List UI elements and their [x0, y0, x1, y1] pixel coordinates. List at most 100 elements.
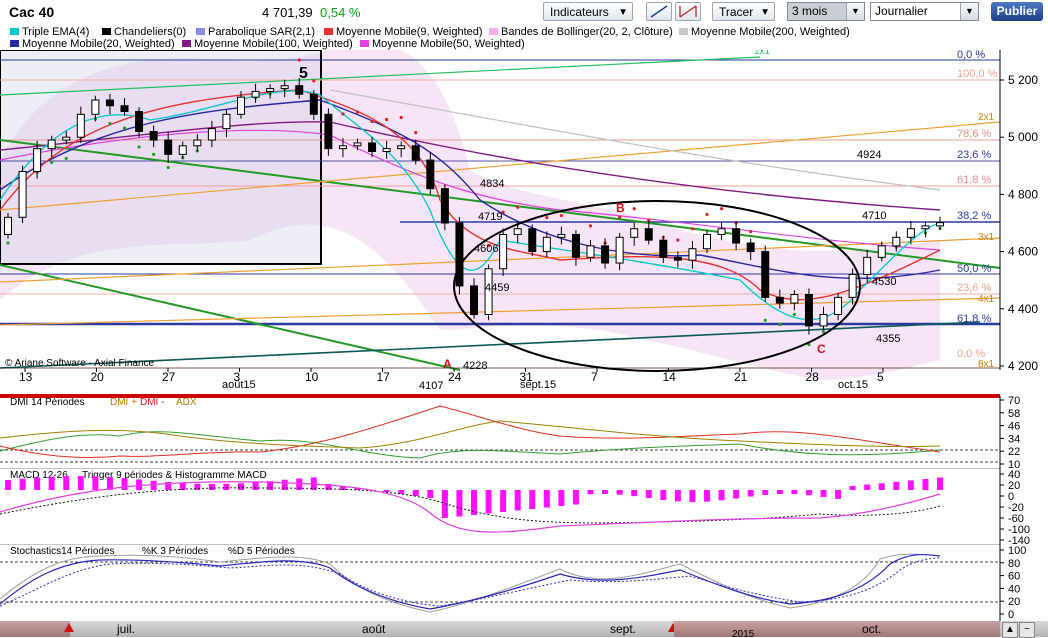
- gann-label: 2x1: [978, 112, 995, 123]
- navigator-year: 2015: [732, 629, 755, 637]
- navigator-month: oct.: [862, 622, 882, 636]
- macd-bar: [805, 490, 812, 496]
- price-label: 4107: [419, 380, 443, 392]
- sar-dot: [122, 126, 127, 130]
- macd-bar: [529, 490, 536, 509]
- macd-bar: [878, 483, 885, 490]
- line-tool-button[interactable]: [646, 2, 672, 21]
- candle-body: [688, 248, 697, 261]
- trend-line-green-main: [0, 139, 1001, 269]
- indicators-label: Indicateurs: [550, 5, 609, 19]
- annotation-c: C: [817, 342, 826, 356]
- y-tick-label: 80: [1008, 558, 1020, 570]
- candle-body: [586, 245, 595, 258]
- sar-dot: [705, 212, 709, 217]
- y-tick-label: 100: [1008, 545, 1026, 557]
- dmi-plus-label: DMI +: [110, 397, 137, 408]
- interval-select[interactable]: Journalier ▼: [870, 2, 979, 21]
- ma-100-line: [0, 121, 941, 211]
- macd-bar: [252, 482, 259, 490]
- annotation-a: A: [443, 357, 452, 371]
- macd-bar: [587, 490, 594, 495]
- adx-line: [0, 420, 941, 449]
- sar-dot: [516, 205, 520, 209]
- y-tick-label: 20: [1008, 596, 1020, 608]
- sar-dot: [588, 224, 593, 228]
- macd-bar: [136, 479, 143, 490]
- sar-dot: [486, 243, 491, 248]
- macd-bar: [747, 490, 754, 497]
- sar-dot: [690, 227, 695, 231]
- period-select[interactable]: 3 mois ▼: [787, 2, 865, 21]
- candle-body: [76, 113, 85, 138]
- date-navigator[interactable]: juil. août sept. oct. 2015 ▲ −: [0, 621, 1048, 638]
- legend-item: Bandes de Bollinger(20, 2, Clôture): [489, 26, 673, 39]
- candlestick-series: [4, 77, 944, 335]
- macd-bar: [296, 478, 303, 490]
- navigator-right-handle-icon[interactable]: [668, 623, 678, 632]
- candle-body: [528, 228, 537, 253]
- legend-label: Bandes de Bollinger(20, 2, Clôture): [501, 26, 673, 38]
- candle-body: [295, 85, 304, 95]
- stoch-d-line: [0, 557, 941, 607]
- sar-dot: [64, 156, 68, 160]
- macd-bar: [893, 481, 900, 490]
- legend-label: Parabolique SAR(2,1): [208, 26, 316, 38]
- stoch-k-label: %K 3 Périodes: [142, 546, 208, 557]
- legend-swatch: [10, 28, 19, 35]
- sar-dot: [545, 215, 549, 220]
- fibonacci-tool-button[interactable]: [675, 2, 701, 21]
- candle-body: [775, 296, 784, 304]
- panel-separator: [0, 394, 1000, 398]
- sar-dot: [370, 119, 374, 124]
- y-axis: 5 200 5 000 4 800 4 600 4 400 4 200: [1000, 73, 1038, 373]
- macd-bar: [645, 490, 652, 499]
- x-tick-label: 13: [19, 370, 33, 384]
- gann-label: 3x1: [978, 232, 995, 243]
- candle-body: [353, 142, 362, 147]
- price-label: 4459: [485, 282, 509, 294]
- stoch-title: Stochastics14 Périodes: [10, 546, 115, 557]
- y-tick-label: 5 000: [1008, 130, 1038, 144]
- macd-bar: [835, 490, 842, 499]
- publish-button[interactable]: Publier: [991, 2, 1043, 21]
- candle-body: [4, 216, 12, 235]
- trend-line-icon: [650, 5, 668, 18]
- y-tick-label: -20: [1008, 502, 1024, 514]
- macd-bar: [427, 490, 434, 498]
- fib-level-label: 78,6 %: [957, 128, 991, 140]
- draw-label: Tracer: [719, 5, 754, 19]
- macd-bar: [602, 490, 609, 495]
- candle-body: [732, 228, 741, 244]
- macd-bar: [339, 486, 346, 490]
- legend-item: Moyenne Mobile(100, Weighted): [182, 38, 353, 51]
- indicators-button[interactable]: Indicateurs ▼: [543, 2, 633, 21]
- fib-level-label: 23,6 %: [957, 282, 991, 294]
- sar-dot: [778, 322, 782, 327]
- dmi-minus-label: DMI -: [140, 397, 164, 408]
- draw-button[interactable]: Tracer ▼: [712, 2, 775, 21]
- price-chart[interactable]: 5 A B C 4924 4834 4719 4606 4459 4228 41…: [0, 50, 1048, 397]
- legend-label: Moyenne Mobile(100, Weighted): [194, 38, 353, 50]
- y-tick-label: 4 600: [1008, 245, 1038, 259]
- zoom-out-button[interactable]: −: [1019, 622, 1035, 638]
- candle-body: [62, 136, 71, 141]
- legend-item: Moyenne Mobile(20, Weighted): [10, 38, 175, 51]
- candle-body: [906, 228, 915, 238]
- month-label: août15: [222, 379, 256, 391]
- legend-item: Parabolique SAR(2,1): [196, 26, 315, 39]
- sar-dot: [618, 215, 622, 219]
- candle-body: [644, 228, 653, 241]
- y-tick-label: 40: [1008, 469, 1020, 481]
- candle-body: [470, 285, 478, 316]
- legend-label: Chandeliers(0): [114, 26, 187, 38]
- navigator-left-handle-icon[interactable]: [64, 623, 74, 632]
- zoom-in-button[interactable]: ▲: [1002, 622, 1018, 638]
- candle-body: [47, 139, 56, 150]
- macd-bar: [150, 480, 157, 490]
- candle-body: [455, 222, 464, 287]
- x-tick-label: 10: [305, 370, 319, 384]
- macd-subtitle: Trigger 9 périodes & Histogramme MACD: [82, 470, 267, 481]
- legend-label: Moyenne Mobile(50, Weighted): [372, 38, 525, 50]
- candle-body: [659, 239, 668, 258]
